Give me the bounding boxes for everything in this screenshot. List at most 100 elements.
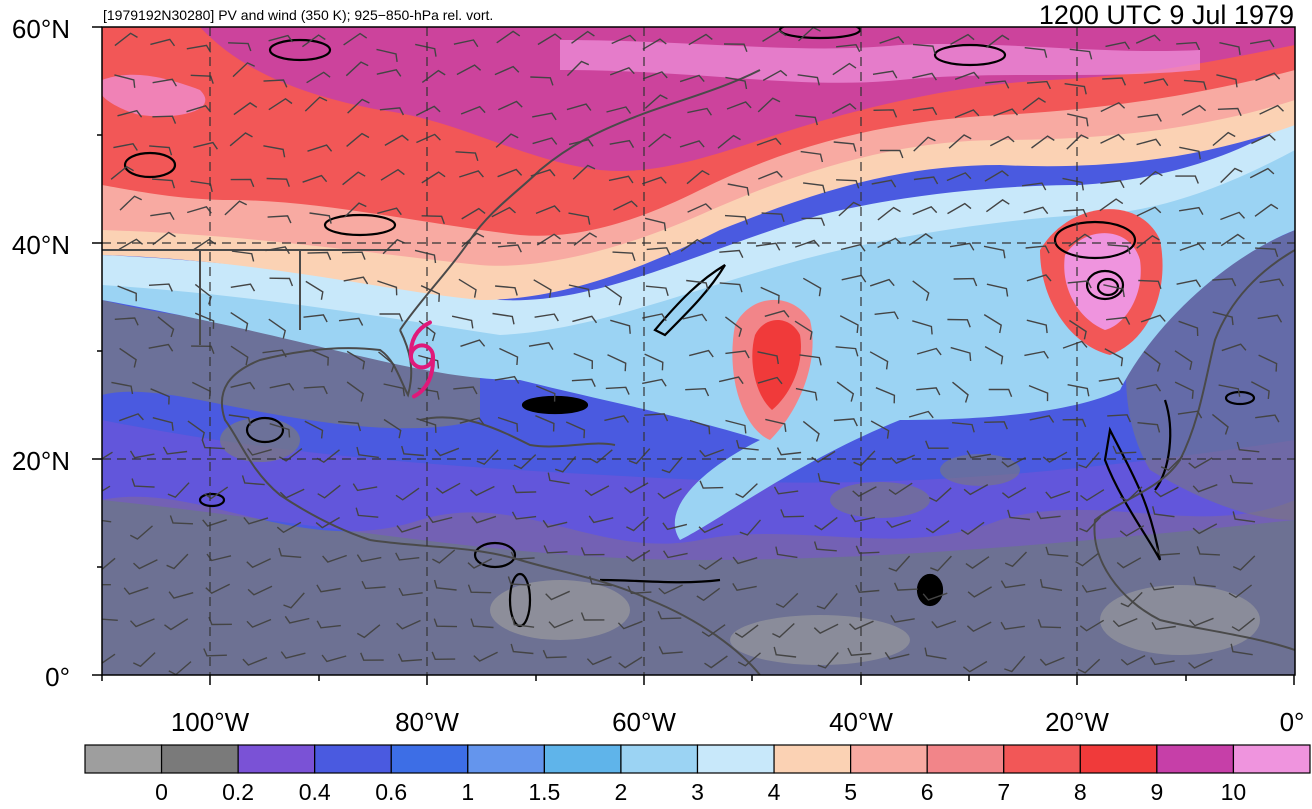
colorbar-tick-label: 6 bbox=[921, 779, 934, 804]
wind-barb bbox=[265, 246, 290, 255]
wind-barb bbox=[1183, 79, 1207, 90]
wind-barb bbox=[831, 103, 857, 115]
lon-label: 100°W bbox=[171, 707, 250, 737]
wind-barb bbox=[304, 420, 324, 439]
wind-barb bbox=[949, 242, 975, 251]
wind-barb bbox=[415, 105, 441, 117]
wind-barb bbox=[568, 138, 594, 147]
wind-barb bbox=[1251, 134, 1276, 145]
wind-barb bbox=[415, 43, 437, 57]
wind-barb bbox=[931, 620, 957, 629]
wind-barb bbox=[229, 132, 253, 147]
wind-barb bbox=[343, 276, 369, 285]
colorbar: 0 0.2 0.4 0.6 1 1.5 2 3 4 5 6 7 8 9 10 bbox=[84, 744, 1311, 805]
colorbar-tick-label: 8 bbox=[1074, 779, 1087, 804]
wind-barb bbox=[110, 165, 134, 180]
wind-barb bbox=[421, 215, 445, 225]
wind-barb bbox=[814, 516, 838, 531]
wind-barb bbox=[416, 133, 441, 144]
wind-barb bbox=[877, 206, 901, 221]
wind-barb bbox=[246, 558, 272, 569]
wind-barb bbox=[572, 315, 598, 324]
wind-barb bbox=[322, 554, 347, 563]
wind-barb bbox=[1078, 451, 1100, 469]
wind-barb bbox=[658, 584, 683, 595]
wind-barb bbox=[346, 381, 364, 402]
wind-barb bbox=[1143, 78, 1169, 86]
wind-barb bbox=[1152, 506, 1175, 518]
colorbar-tick-label: 10 bbox=[1221, 779, 1247, 804]
wind-barb bbox=[1100, 180, 1125, 189]
wind-barb bbox=[764, 309, 790, 318]
map-title-right: 1200 UTC 9 Jul 1979 bbox=[1039, 0, 1294, 30]
wind-barb bbox=[908, 233, 933, 246]
wind-barb bbox=[1075, 552, 1099, 567]
pv-shading-light-blue-band bbox=[102, 140, 1295, 540]
wind-barb bbox=[947, 202, 972, 215]
wind-barb bbox=[379, 313, 404, 322]
wind-barb bbox=[624, 482, 649, 494]
wind-barb bbox=[644, 353, 664, 371]
wind-barb bbox=[879, 35, 905, 44]
pv-shading-blotch bbox=[830, 482, 930, 518]
wind-barb bbox=[736, 439, 759, 451]
colorbar-swatch bbox=[696, 744, 775, 774]
wind-barb bbox=[307, 144, 333, 152]
wind-barb bbox=[589, 449, 613, 464]
wind-barb bbox=[776, 447, 802, 456]
wind-barb bbox=[875, 387, 896, 404]
wind-barb bbox=[117, 285, 137, 302]
wind-barb bbox=[719, 282, 743, 293]
coastline bbox=[399, 69, 761, 331]
wind-barb bbox=[186, 104, 212, 113]
wind-barb bbox=[1149, 582, 1175, 591]
wind-barb bbox=[1067, 113, 1089, 127]
wind-barb bbox=[497, 416, 519, 432]
wind-barb bbox=[888, 482, 913, 496]
wind-barb bbox=[797, 74, 820, 86]
wind-barb bbox=[680, 238, 705, 252]
wind-barb bbox=[847, 647, 872, 656]
wind-barb bbox=[377, 280, 398, 296]
wind-barb bbox=[190, 74, 214, 84]
wind-barb bbox=[701, 624, 726, 638]
wind-barb bbox=[1026, 80, 1052, 90]
wind-barb bbox=[871, 179, 897, 188]
wind-barb bbox=[1249, 39, 1275, 48]
wind-barb bbox=[962, 660, 988, 673]
colorbar-swatch bbox=[1003, 744, 1081, 774]
wind-barb bbox=[662, 522, 688, 531]
wind-barb bbox=[1024, 350, 1049, 359]
wind-barb bbox=[1001, 487, 1027, 499]
pv-shading-west-pink bbox=[102, 74, 206, 117]
wind-barb bbox=[230, 381, 256, 390]
wind-barb bbox=[947, 318, 971, 328]
wind-barb bbox=[928, 487, 952, 503]
wind-barb bbox=[912, 72, 937, 81]
wind-barb bbox=[433, 618, 458, 628]
wind-barb bbox=[586, 656, 612, 666]
wind-barb bbox=[950, 33, 975, 46]
wind-barb bbox=[606, 106, 632, 114]
wind-barb bbox=[356, 624, 381, 639]
wind-barb bbox=[1160, 455, 1184, 471]
wind-barb bbox=[836, 381, 855, 402]
wind-barb bbox=[166, 553, 189, 570]
wind-barb bbox=[162, 446, 188, 455]
wind-barb bbox=[1063, 208, 1088, 218]
wind-barb bbox=[685, 387, 710, 397]
wind-barb bbox=[609, 139, 635, 148]
wind-barb bbox=[1174, 350, 1193, 370]
wind-barb bbox=[459, 417, 485, 425]
pv-shading-blotch bbox=[940, 454, 1020, 486]
wind-barb bbox=[644, 413, 669, 422]
wind-barb bbox=[492, 312, 515, 325]
wind-barb bbox=[1028, 384, 1049, 402]
wind-barb bbox=[925, 520, 950, 534]
wind-barb bbox=[794, 320, 813, 340]
colorbar-swatch bbox=[467, 744, 545, 774]
wind-barb bbox=[1211, 413, 1229, 435]
wind-barb bbox=[511, 616, 535, 628]
wind-barb bbox=[1229, 474, 1253, 485]
